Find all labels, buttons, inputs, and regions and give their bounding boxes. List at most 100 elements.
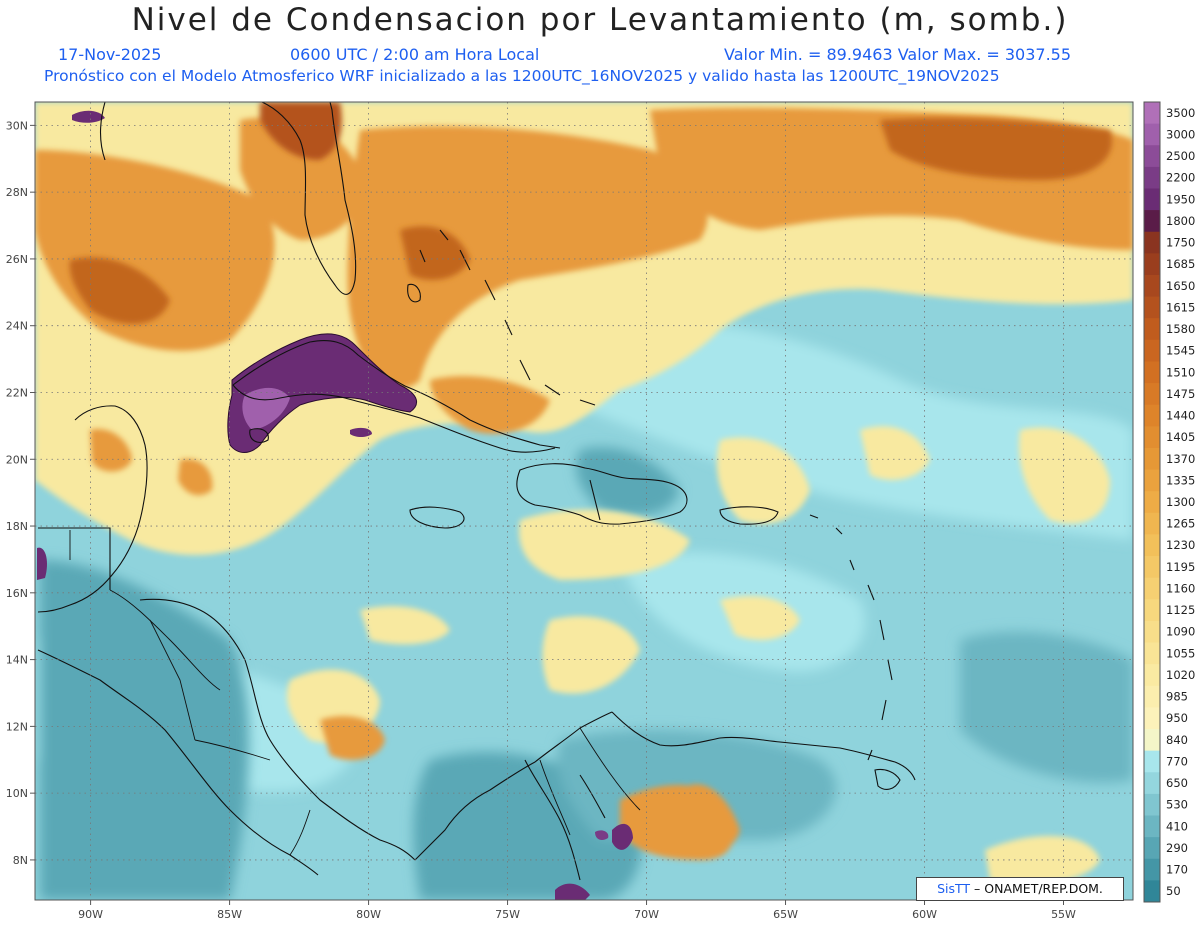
colorbar-swatch [1144,599,1160,622]
colorbar-swatch [1144,210,1160,233]
colorbar-swatch [1144,664,1160,687]
coastlines [37,102,916,881]
colorbar-label: 410 [1166,819,1188,833]
colorbar-label: 985 [1166,690,1188,704]
colorbar-label: 1195 [1166,560,1195,574]
colorbar-swatch [1144,404,1160,427]
colorbar-label: 290 [1166,841,1188,855]
colorbar-label: 950 [1166,711,1188,725]
colorbar-label: 1230 [1166,538,1195,552]
colorbar-label: 1300 [1166,495,1195,509]
colorbar-label: 1405 [1166,430,1195,444]
colorbar-label: 1615 [1166,300,1195,314]
colorbar-label: 1265 [1166,517,1195,531]
colorbar-swatch [1144,858,1160,881]
colorbar-swatch [1144,231,1160,254]
lat-tick-label: 18N [6,520,28,533]
model-description: Pronóstico con el Modelo Atmosferico WRF… [44,67,1000,85]
colorbar-frame [1143,101,1161,903]
colorbar-label: 1650 [1166,279,1195,293]
colorbar-swatch [1144,253,1160,276]
colorbar-swatch [1144,707,1160,730]
colorbar-swatch [1144,815,1160,838]
colorbar-label: 1020 [1166,668,1195,682]
lat-tick-label: 10N [6,787,28,800]
credit-box: SisTT – ONAMET/REP.DOM. [916,877,1124,901]
colorbar-label: 1950 [1166,192,1195,206]
colorbar-label: 1800 [1166,214,1195,228]
colorbar-swatch [1144,383,1160,406]
colorbar-label: 650 [1166,776,1188,790]
credit-text: – ONAMET/REP.DOM. [974,881,1103,896]
forecast-date: 17-Nov-2025 [58,45,162,64]
colorbar-label: 1475 [1166,387,1195,401]
colorbar-label: 3000 [1166,127,1195,141]
colorbar-swatch [1144,491,1160,514]
lon-tick-label: 60W [912,908,937,921]
colorbar-swatch [1144,642,1160,665]
lon-tick-label: 65W [773,908,798,921]
latitude-ticks: 30N 28N 26N 24N 22N 20N 18N 16N 14N 12N 10N 8N [6,119,35,867]
colorbar-label: 1580 [1166,322,1195,336]
colorbar-swatch [1144,361,1160,384]
colorbar-swatch [1144,102,1160,125]
colorbar-swatch [1144,880,1160,903]
min-max-values: Valor Min. = 89.9463 Valor Max. = 3037.5… [724,45,1072,64]
map-frame [34,101,1134,901]
colorbar-swatch [1144,447,1160,471]
lat-tick-label: 28N [6,186,28,199]
colorbar-swatch [1144,274,1160,298]
colorbar-label: 1370 [1166,452,1195,466]
colorbar-swatch [1144,318,1160,341]
lon-tick-label: 75W [495,908,520,921]
colorbar-label: 1510 [1166,365,1195,379]
colorbar-label: 2200 [1166,171,1195,185]
colorbar-label: 840 [1166,733,1188,747]
lat-tick-label: 14N [6,654,28,667]
colorbar-swatch [1144,339,1160,362]
colorbar-swatch [1144,296,1160,319]
colorbar-swatch [1144,620,1160,644]
lon-tick-label: 70W [634,908,659,921]
lon-tick-label: 80W [356,908,381,921]
colorbar-label: 1090 [1166,625,1195,639]
lon-tick-label: 55W [1051,908,1076,921]
colorbar-swatch [1144,469,1160,492]
dark-orange-areas [69,102,1112,324]
lat-tick-label: 22N [6,386,28,399]
lat-tick-label: 30N [6,119,28,132]
colorbar-label: 1545 [1166,344,1195,358]
lat-tick-label: 20N [6,453,28,466]
colorbar: 3500 3000 2500 2200 1950 1800 1750 1685 1650 1615… [1143,101,1195,903]
lat-tick-label: 24N [6,320,28,333]
grid-lines [35,102,1133,900]
field-layer [35,102,1133,900]
lat-tick-label: 12N [6,720,28,733]
colorbar-swatch [1144,145,1160,168]
colorbar-swatch [1144,556,1160,579]
colorbar-label: 1335 [1166,473,1195,487]
colorbar-label: 1055 [1166,646,1195,660]
colorbar-swatch [1144,729,1160,752]
longitude-ticks: 90W 85W 80W 75W 70W 65W 60W 55W [78,900,1076,921]
lon-tick-label: 85W [217,908,242,921]
colorbar-label: 50 [1166,884,1181,898]
colorbar-label: 1750 [1166,236,1195,250]
colorbar-label: 1685 [1166,257,1195,271]
colorbar-swatch [1144,793,1160,817]
borders [69,530,641,856]
lon-tick-label: 90W [78,908,103,921]
colorbar-label: 1440 [1166,409,1195,423]
colorbar-swatch [1144,512,1160,535]
colorbar-label: 770 [1166,754,1188,768]
colorbar-swatch [1144,166,1160,189]
colorbar-swatch [1144,685,1160,708]
lat-tick-label: 8N [13,854,28,867]
colorbar-label: 1125 [1166,603,1195,617]
colorbar-swatch [1144,750,1160,773]
colorbar-swatch [1144,123,1160,146]
colorbar-swatch [1144,426,1160,449]
colorbar-swatch [1144,772,1160,795]
colorbar-swatch [1144,534,1160,557]
